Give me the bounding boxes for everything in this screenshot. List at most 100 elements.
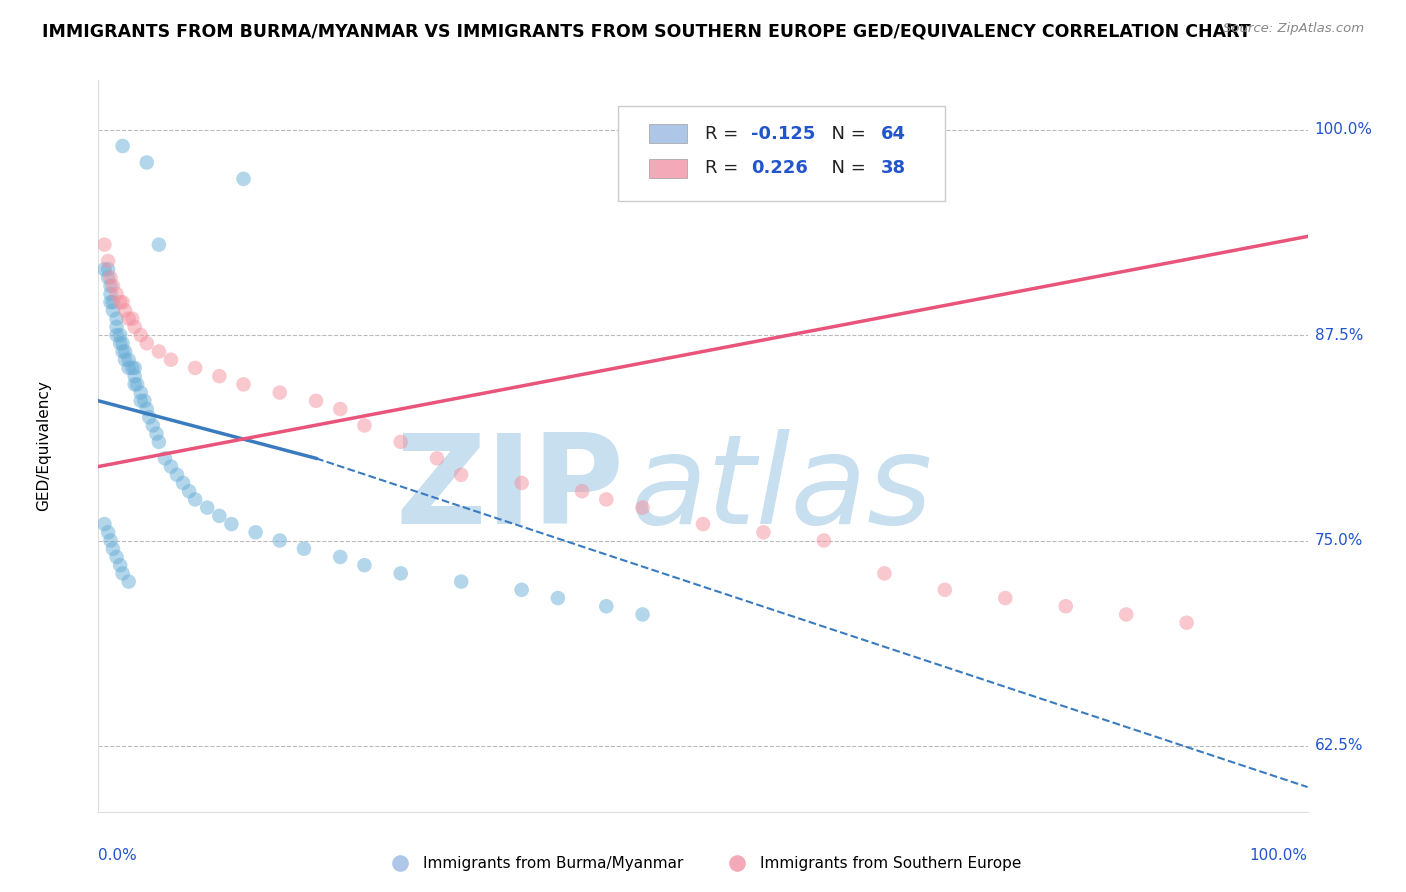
Point — [124, 377, 146, 392]
Point — [269, 533, 291, 548]
Point — [100, 295, 122, 310]
Text: 87.5%: 87.5% — [1315, 327, 1362, 343]
Point — [105, 287, 128, 301]
Point — [100, 533, 122, 548]
Point — [121, 311, 143, 326]
Point — [127, 377, 149, 392]
Text: IMMIGRANTS FROM BURMA/MYANMAR VS IMMIGRANTS FROM SOUTHERN EUROPE GED/EQUIVALENCY: IMMIGRANTS FROM BURMA/MYANMAR VS IMMIGRA… — [42, 22, 1251, 40]
Point — [389, 434, 412, 449]
FancyBboxPatch shape — [619, 106, 945, 201]
Point — [145, 426, 167, 441]
Point — [114, 303, 136, 318]
Point — [208, 508, 231, 523]
Point — [93, 237, 115, 252]
Point — [232, 377, 254, 392]
Point — [195, 500, 218, 515]
Point — [101, 278, 124, 293]
Text: Source: ZipAtlas.com: Source: ZipAtlas.com — [1223, 22, 1364, 36]
Point — [97, 254, 120, 268]
Point — [994, 591, 1017, 605]
Point — [124, 369, 146, 384]
Point — [111, 295, 134, 310]
Point — [129, 385, 152, 400]
Point — [135, 155, 157, 169]
Point — [111, 336, 134, 351]
Point — [148, 344, 170, 359]
Point — [571, 484, 593, 499]
Text: 75.0%: 75.0% — [1315, 533, 1362, 548]
Point — [389, 566, 412, 581]
Point — [595, 599, 617, 614]
Point — [153, 451, 176, 466]
Point — [129, 393, 152, 408]
Point — [124, 319, 146, 334]
Point — [118, 311, 141, 326]
Point — [101, 295, 124, 310]
Point — [547, 591, 569, 605]
Point — [752, 525, 775, 540]
Point — [166, 467, 188, 482]
Point — [129, 328, 152, 343]
Point — [134, 393, 156, 408]
Point — [269, 385, 291, 400]
Point — [160, 352, 183, 367]
Text: -0.125: -0.125 — [751, 125, 815, 143]
Point — [148, 434, 170, 449]
Point — [101, 303, 124, 318]
Text: atlas: atlas — [630, 429, 932, 550]
Text: 62.5%: 62.5% — [1315, 739, 1362, 754]
Legend: Immigrants from Burma/Myanmar, Immigrants from Southern Europe: Immigrants from Burma/Myanmar, Immigrant… — [378, 850, 1028, 877]
Point — [105, 311, 128, 326]
Point — [1175, 615, 1198, 630]
Text: 0.226: 0.226 — [751, 159, 808, 177]
Point — [184, 492, 207, 507]
Point — [631, 500, 654, 515]
Point — [160, 459, 183, 474]
Point — [118, 352, 141, 367]
Point — [179, 484, 201, 499]
Point — [813, 533, 835, 548]
Point — [121, 360, 143, 375]
Text: R =: R = — [706, 125, 744, 143]
Point — [873, 566, 896, 581]
Point — [138, 410, 160, 425]
Point — [100, 270, 122, 285]
Point — [97, 262, 120, 277]
Point — [450, 574, 472, 589]
Point — [114, 344, 136, 359]
Point — [114, 352, 136, 367]
Point — [142, 418, 165, 433]
Point — [100, 278, 122, 293]
Text: N =: N = — [820, 159, 872, 177]
Point — [93, 517, 115, 532]
Point — [111, 566, 134, 581]
Point — [329, 549, 352, 564]
Point — [595, 492, 617, 507]
Point — [692, 517, 714, 532]
Point — [353, 558, 375, 573]
Point — [108, 336, 131, 351]
Point — [232, 172, 254, 186]
Text: 100.0%: 100.0% — [1315, 122, 1372, 137]
Text: 38: 38 — [880, 159, 905, 177]
Point — [1115, 607, 1137, 622]
Point — [305, 393, 328, 408]
Text: 100.0%: 100.0% — [1250, 848, 1308, 863]
Point — [450, 467, 472, 482]
Point — [118, 360, 141, 375]
Point — [111, 139, 134, 153]
Point — [108, 558, 131, 573]
Point — [148, 237, 170, 252]
Text: 0.0%: 0.0% — [98, 848, 138, 863]
Point — [108, 328, 131, 343]
Point — [353, 418, 375, 433]
Point — [97, 525, 120, 540]
Point — [101, 541, 124, 556]
Point — [124, 360, 146, 375]
Point — [93, 262, 115, 277]
Point — [329, 402, 352, 417]
Point — [292, 541, 315, 556]
FancyBboxPatch shape — [648, 159, 688, 178]
Point — [510, 582, 533, 597]
Point — [172, 475, 194, 490]
